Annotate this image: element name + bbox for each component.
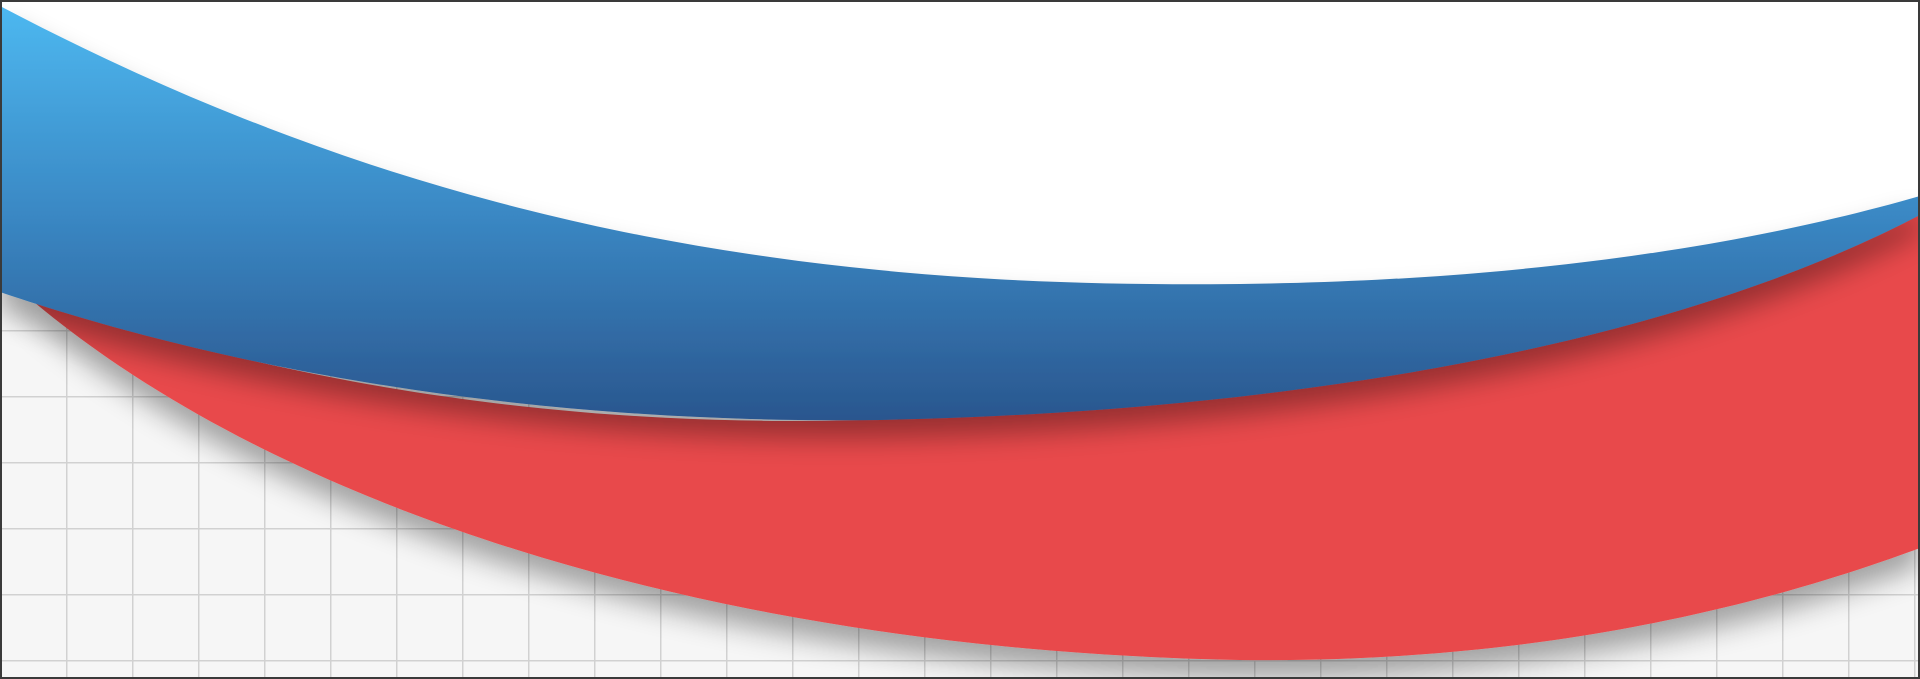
red-wave-band [20, 205, 1920, 661]
blue-wave-band [0, 6, 1920, 421]
